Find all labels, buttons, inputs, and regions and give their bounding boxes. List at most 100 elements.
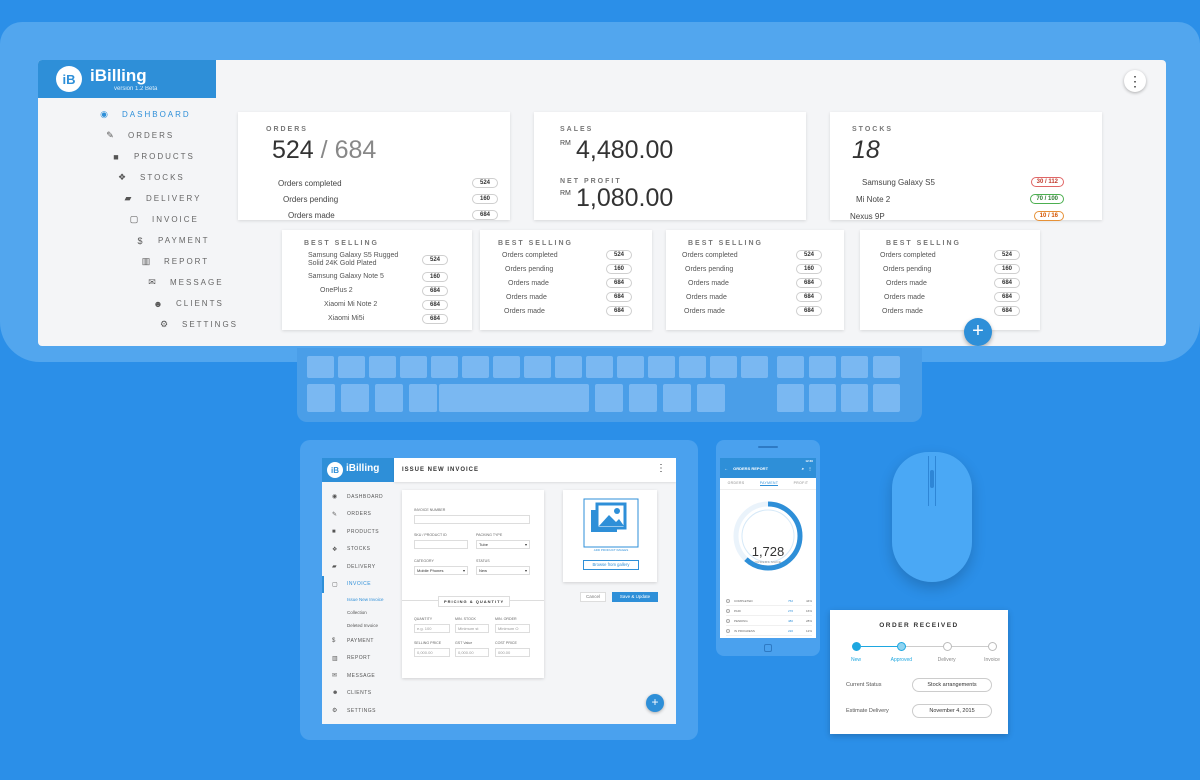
product-name: Samsung Galaxy S5 Rugged Solid 24K Gold … xyxy=(308,252,399,267)
cancel-button[interactable]: Cancel xyxy=(580,592,606,602)
radio-icon[interactable] xyxy=(726,598,730,603)
sidebar-item-clients[interactable]: ☻ CLIENTS xyxy=(322,685,394,703)
sidebar-item-report[interactable]: ▥ REPORT xyxy=(140,251,248,272)
sidebar-item-dashboard[interactable]: ◉ DASHBOARD xyxy=(322,488,394,506)
selling-price-input[interactable]: 0,000.00 xyxy=(414,648,450,657)
packing-type-select[interactable]: Tube ▾ xyxy=(476,540,530,549)
count-badge: 684 xyxy=(994,278,1020,288)
sidebar-item-payment[interactable]: $ PAYMENT xyxy=(134,230,248,251)
invoice-form: INVOICE NUMBER SKU / PRODUCT ID PACKING … xyxy=(402,490,544,678)
quantity-input[interactable]: e.g. 100 xyxy=(414,624,450,633)
gst-input[interactable]: 0,000.00 xyxy=(455,648,489,657)
min-stock-input[interactable]: Minimum st xyxy=(455,624,489,633)
keyboard-key xyxy=(697,384,725,412)
subnav-item[interactable]: Collection xyxy=(347,610,367,615)
sidebar-item-report[interactable]: ▥ REPORT xyxy=(322,650,394,668)
list-item: Orders made 684 xyxy=(504,306,632,316)
delivery-icon: ▰ xyxy=(332,564,338,571)
sidebar-item-products[interactable]: ■ PRODUCTS xyxy=(110,146,248,167)
stocks-icon: ❖ xyxy=(117,172,129,182)
more-icon[interactable]: ⋮ xyxy=(656,463,666,474)
row-label: Orders made xyxy=(508,279,549,287)
invoice-number-input[interactable] xyxy=(414,515,530,524)
radio-icon[interactable] xyxy=(726,618,730,623)
sidebar-item-clients[interactable]: ☻ CLIENTS xyxy=(152,293,248,314)
sidebar-item-settings[interactable]: ⚙ SETTINGS xyxy=(158,314,248,335)
sidebar-item-payment[interactable]: $ PAYMENT xyxy=(322,632,394,650)
products-icon: ■ xyxy=(113,151,121,162)
stocks-icon: ❖ xyxy=(332,546,338,553)
logo-icon: iB xyxy=(327,462,343,478)
keyboard-key xyxy=(841,356,868,378)
cost-price-input[interactable]: 000.00 xyxy=(495,648,530,657)
category-select[interactable]: Mobile Phones ▾ xyxy=(414,566,468,575)
tab-orders[interactable]: ORDERS xyxy=(727,481,745,485)
subnav-item[interactable]: Issue New Invoice xyxy=(347,597,384,602)
current-status-value: Stock arrangements xyxy=(912,678,992,692)
list-item: Orders completed 524 xyxy=(502,250,632,260)
status-label: STATUS xyxy=(476,559,490,563)
sidebar-item-orders[interactable]: ✎ ORDERS xyxy=(104,125,248,146)
search-icon[interactable]: ⌕ xyxy=(801,466,804,471)
list-item: Orders made 684 xyxy=(688,278,822,288)
row-label: Orders completed xyxy=(502,251,558,259)
add-fab-button[interactable]: + xyxy=(646,694,664,712)
save-update-button[interactable]: Save & Update xyxy=(612,592,658,602)
stock-badge: 70 / 100 xyxy=(1030,194,1064,204)
row-value: 480 xyxy=(788,618,794,623)
sidebar-item-invoice[interactable]: ▢ INVOICE xyxy=(322,575,394,593)
count-badge: 684 xyxy=(796,292,822,302)
quantity-label: QUANTITY xyxy=(414,617,433,621)
sidebar-item-label: SETTINGS xyxy=(182,320,239,329)
subnav-item[interactable]: Deleted Invoice xyxy=(347,623,379,628)
invoice-icon: ▢ xyxy=(129,214,141,224)
sku-input[interactable] xyxy=(414,540,468,549)
sidebar-item-dashboard[interactable]: ◉ DASHBOARD xyxy=(98,104,248,125)
more-icon[interactable]: ⋮ xyxy=(808,466,812,471)
donut-inner-ring xyxy=(741,509,795,563)
sidebar-item-label: PRODUCTS xyxy=(347,528,380,535)
tab-payment[interactable]: PAYMENT xyxy=(759,481,779,486)
count-badge: 524 xyxy=(472,178,498,188)
list-item: Orders completed 524 xyxy=(278,178,498,188)
sidebar-item-delivery[interactable]: ▰ DELIVERY xyxy=(322,558,394,576)
keyboard-key xyxy=(648,356,675,378)
row-label: Orders completed xyxy=(880,251,936,259)
tab-profit[interactable]: PROFIT xyxy=(793,481,809,485)
order-received-card: ORDER RECEIVED New Approved Delivery Invoic… xyxy=(830,610,1008,734)
more-icon[interactable]: ⋮ xyxy=(1124,70,1146,92)
home-button[interactable] xyxy=(764,644,772,652)
sidebar-item-stocks[interactable]: ❖ STOCKS xyxy=(322,541,394,559)
sidebar-item-delivery[interactable]: ▰ DELIVERY xyxy=(122,188,248,209)
sidebar-item-message[interactable]: ✉ MESSAGE xyxy=(322,667,394,685)
sidebar-item-products[interactable]: ■ PRODUCTS xyxy=(322,523,394,541)
sales-value: 4,480.00 xyxy=(576,136,674,164)
report-icon: ▥ xyxy=(332,655,339,662)
keyboard-key xyxy=(777,384,804,412)
orders-separator: / xyxy=(320,136,328,164)
browse-gallery-button[interactable]: Browse from gallery xyxy=(583,560,639,570)
sidebar-item-invoice[interactable]: ▢ INVOICE xyxy=(128,209,248,230)
best-selling-list: Orders completed 524 Orders pending 160 Orde… xyxy=(682,246,822,316)
sidebar-item-stocks[interactable]: ❖ STOCKS xyxy=(116,167,248,188)
row-value: 220 xyxy=(788,628,794,633)
row-label: Orders made xyxy=(886,279,927,287)
sidebar-item-message[interactable]: ✉ MESSAGE xyxy=(146,272,248,293)
keyboard-key xyxy=(439,384,589,412)
sidebar-item-orders[interactable]: ✎ ORDERS xyxy=(322,506,394,524)
radio-icon[interactable] xyxy=(726,608,730,613)
min-order-input[interactable]: Minimum O xyxy=(495,624,530,633)
orders-made-value: 1,728 xyxy=(751,544,785,559)
status-select[interactable]: New ▾ xyxy=(476,566,530,575)
add-fab-button[interactable]: + xyxy=(964,318,992,346)
best-selling-title: BEST SELLING xyxy=(886,240,961,247)
row-label: Orders completed xyxy=(682,251,738,259)
count-badge: 524 xyxy=(796,250,822,260)
brand-version: version 1.2 Beta xyxy=(114,86,158,92)
category-value: Mobile Phones xyxy=(417,568,444,573)
radio-icon[interactable] xyxy=(726,628,730,633)
row-percent: 28% xyxy=(805,618,812,623)
phone-screen: ← ORDERS REPORT ⌕ ⋮ 12:30 ORDERS PAYMENT P… xyxy=(720,458,816,638)
sidebar-item-settings[interactable]: ⚙ SETTINGS xyxy=(322,702,394,720)
back-arrow-icon[interactable]: ← xyxy=(724,466,728,471)
